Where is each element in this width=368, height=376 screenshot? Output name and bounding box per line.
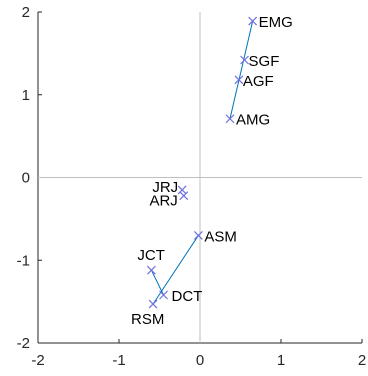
data-point-dct xyxy=(159,290,168,300)
point-marker-stroke xyxy=(159,290,168,300)
point-label-amg: AMG xyxy=(236,112,270,129)
connector-line xyxy=(229,20,254,119)
data-point-jct xyxy=(146,265,156,275)
data-point-sgf xyxy=(240,55,249,65)
point-marker-stroke xyxy=(225,114,235,124)
data-point-rsm xyxy=(148,299,158,309)
point-label-emg: EMG xyxy=(259,14,293,31)
data-point-arj xyxy=(179,191,189,201)
data-point-agf xyxy=(234,75,244,85)
point-label-jct: JCT xyxy=(137,247,165,264)
point-label-dct: DCT xyxy=(172,288,203,305)
data-point-amg xyxy=(225,114,235,124)
y-tick-label: 1 xyxy=(22,87,30,104)
data-point-emg xyxy=(248,16,258,26)
data-point-jrj xyxy=(177,185,187,195)
point-marker-stroke xyxy=(234,75,244,85)
tick-labels: -2 -1 0 1 2 -2 -1 0 1 2 xyxy=(17,4,367,369)
x-tick-label: -1 xyxy=(112,352,125,369)
data-point-asm xyxy=(193,231,203,240)
connector-line xyxy=(150,269,164,296)
point-marker-stroke xyxy=(240,55,249,65)
y-tick-label: 0 xyxy=(22,170,30,187)
x-tick-label: 2 xyxy=(358,352,366,369)
point-marker-stroke xyxy=(248,16,258,26)
point-label-jrj: JRJ xyxy=(152,179,178,196)
y-tick-label: -2 xyxy=(17,335,30,352)
point-label-rsm: RSM xyxy=(131,311,164,328)
y-tick-label: 2 xyxy=(22,4,30,21)
point-marker-stroke xyxy=(148,299,158,309)
x-tick-label: 1 xyxy=(277,352,285,369)
point-label-agf: AGF xyxy=(243,73,274,90)
y-tick-label: -1 xyxy=(17,252,30,269)
point-marker-stroke xyxy=(146,265,156,275)
point-label-arj: ARJ xyxy=(149,193,177,210)
data-points xyxy=(146,16,258,309)
point-label-sgf: SGF xyxy=(249,53,280,70)
reference-lines xyxy=(38,12,362,343)
point-marker-stroke xyxy=(179,191,189,201)
point-label-asm: ASM xyxy=(204,228,237,245)
connector-lines xyxy=(150,20,254,305)
point-marker-stroke xyxy=(193,231,203,240)
x-tick-label: -2 xyxy=(31,352,44,369)
x-tick-label: 0 xyxy=(196,352,204,369)
point-marker-stroke xyxy=(177,185,187,195)
